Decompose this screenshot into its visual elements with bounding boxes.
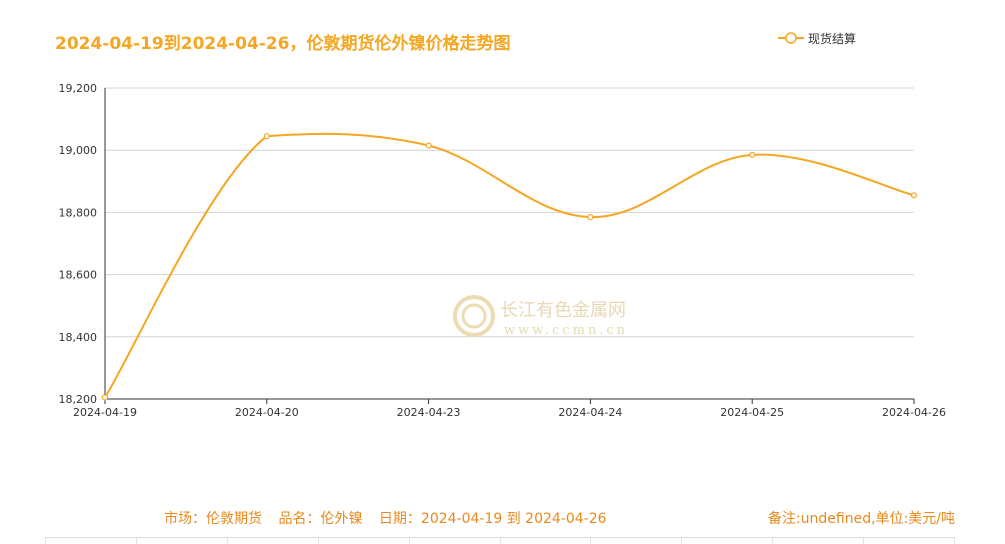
data-point[interactable] [263, 133, 270, 140]
x-tick-label: 2024-04-23 [397, 406, 461, 419]
legend-label: 现货结算 [808, 31, 857, 46]
y-tick-label: 18,200 [59, 393, 98, 406]
line-chart: 长江有色金属网 www.ccmn.cn 18,20018,40018,60018… [59, 82, 946, 419]
grid-layer [105, 87, 914, 338]
watermark: 长江有色金属网 www.ccmn.cn [453, 295, 628, 338]
table-cell [499, 538, 591, 544]
x-tick-label: 2024-04-24 [558, 406, 622, 419]
x-tick-label: 2024-04-19 [73, 406, 137, 419]
y-tick-label: 18,600 [59, 269, 98, 282]
y-tick-label: 19,200 [59, 82, 98, 95]
y-tick-label: 18,400 [59, 331, 98, 344]
table-cell [590, 538, 681, 544]
watermark-logo-icon [453, 295, 495, 337]
y-tick-label: 18,800 [59, 206, 98, 219]
legend[interactable]: 现货结算 [778, 29, 856, 47]
table-cell [772, 538, 863, 544]
data-point[interactable] [749, 151, 756, 158]
chart-title: 2024-04-19到2024-04-26，伦敦期货伦外镍价格走势图 [55, 34, 511, 54]
footer-date: 日期：2024-04-19 到 2024-04-26 [378, 511, 607, 527]
x-tick-label: 2024-04-25 [720, 406, 784, 419]
table-cell [408, 538, 500, 544]
data-point[interactable] [587, 213, 594, 221]
x-tick-label: 2024-04-26 [882, 406, 946, 419]
table-cell [681, 538, 772, 544]
watermark-name: 长江有色金属网 [500, 300, 626, 321]
series-layer [101, 132, 918, 401]
footer-note: 备注:undefined,单位:美元/吨 [767, 511, 955, 527]
data-table-header [45, 537, 956, 544]
footer-product: 品名：伦外镍 [278, 511, 363, 527]
axis-layer: 18,200 18,400 18,600 18,800 19,000 19,200 2024… [59, 82, 946, 419]
x-tick-label: 2024-04-20 [235, 406, 299, 419]
table-cell [317, 538, 409, 544]
data-point[interactable] [425, 142, 432, 149]
table-cell [45, 538, 136, 544]
series-line [104, 132, 915, 398]
legend-line-circle-icon [778, 32, 804, 44]
table-cell [226, 538, 318, 544]
watermark-url: www.ccmn.cn [504, 323, 628, 338]
footer-info: 市场：伦敦期货 品名：伦外镍 日期：2024-04-19 到 2024-04-2… [164, 508, 619, 528]
data-point[interactable] [910, 192, 918, 199]
y-tick-label: 19,000 [59, 144, 98, 157]
table-cell [135, 538, 227, 544]
footer-market: 市场：伦敦期货 [164, 511, 262, 527]
table-cell [863, 538, 956, 544]
data-point[interactable] [101, 394, 109, 401]
